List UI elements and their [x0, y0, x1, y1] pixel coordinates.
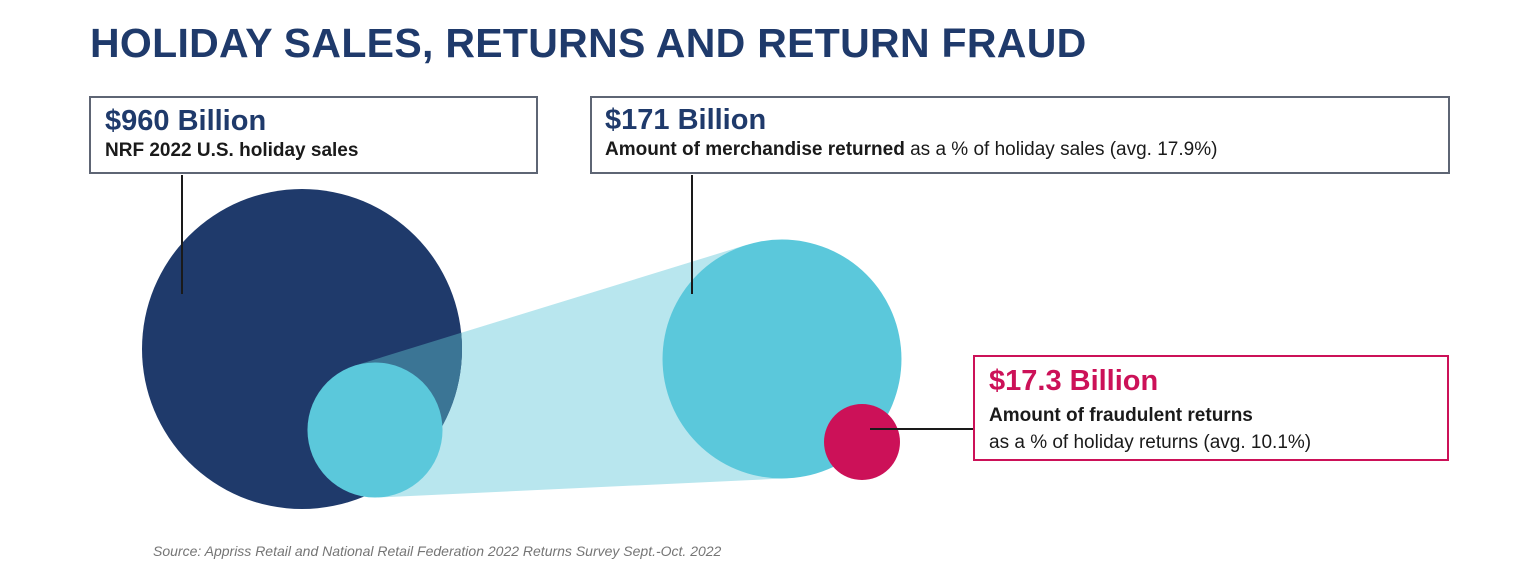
holiday-sales-value: $960 Billion [105, 105, 267, 137]
returns-label-bold: Amount of merchandise returned [605, 139, 905, 160]
fraud-label-rest: as a % of holiday returns (avg. 10.1%) [989, 432, 1312, 453]
fraud-label-bold-text: Amount of fraudulent returns [989, 405, 1253, 426]
returns-label-rest: as a % of holiday sales (avg. 17.9%) [904, 139, 1218, 160]
bubble-returns-small [307, 362, 443, 498]
holiday-sales-label: NRF 2022 U.S. holiday sales [105, 140, 359, 161]
source-note: Source: Appriss Retail and National Reta… [153, 543, 722, 559]
callout-returns: $171 Billion Amount of merchandise retur… [590, 96, 1450, 174]
fraud-label-bold: Amount of fraudulent returns [989, 402, 1447, 429]
chart-title: HOLIDAY SALES, RETURNS AND RETURN FRAUD [90, 20, 1087, 66]
returns-label: Amount of merchandise returned as a % of… [605, 137, 1448, 163]
callout-fraud: $17.3 Billion Amount of fraudulent retur… [973, 355, 1449, 461]
fraud-value: $17.3 Billion [989, 365, 1159, 397]
bubble-fraud [824, 404, 900, 480]
callout-holiday-sales: $960 Billion NRF 2022 U.S. holiday sales [89, 96, 538, 174]
returns-value: $171 Billion [605, 104, 767, 136]
